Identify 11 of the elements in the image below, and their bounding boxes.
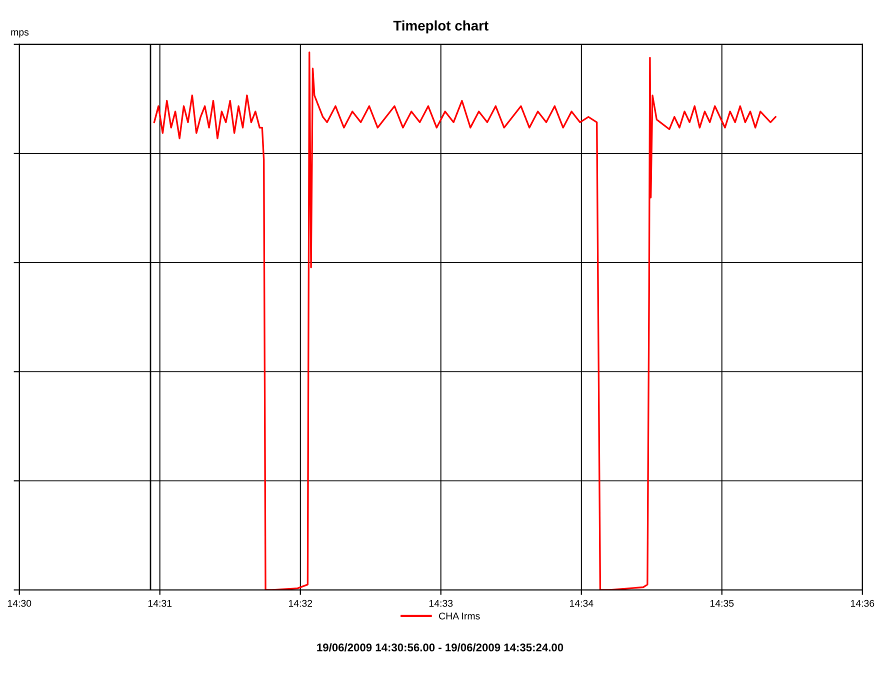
x-tick-label: 14:31 — [148, 600, 172, 607]
legend-label: CHA Irms — [439, 612, 480, 620]
x-tick-label: 14:36 — [850, 600, 874, 607]
y-axis-title: mps — [11, 30, 29, 38]
x-tick-label: 14:30 — [8, 600, 32, 607]
x-tick-label: 14:35 — [710, 600, 734, 607]
x-tick-label: 14:33 — [429, 600, 453, 607]
text: 19/06/2009 14:30:56.00 - 19/06/2009 14:35:24.00 — [317, 643, 564, 652]
x-tick-label: 14:32 — [288, 600, 312, 607]
chart-title: Timeplot chart — [393, 20, 488, 34]
x-tick-label: 14:34 — [570, 600, 594, 607]
